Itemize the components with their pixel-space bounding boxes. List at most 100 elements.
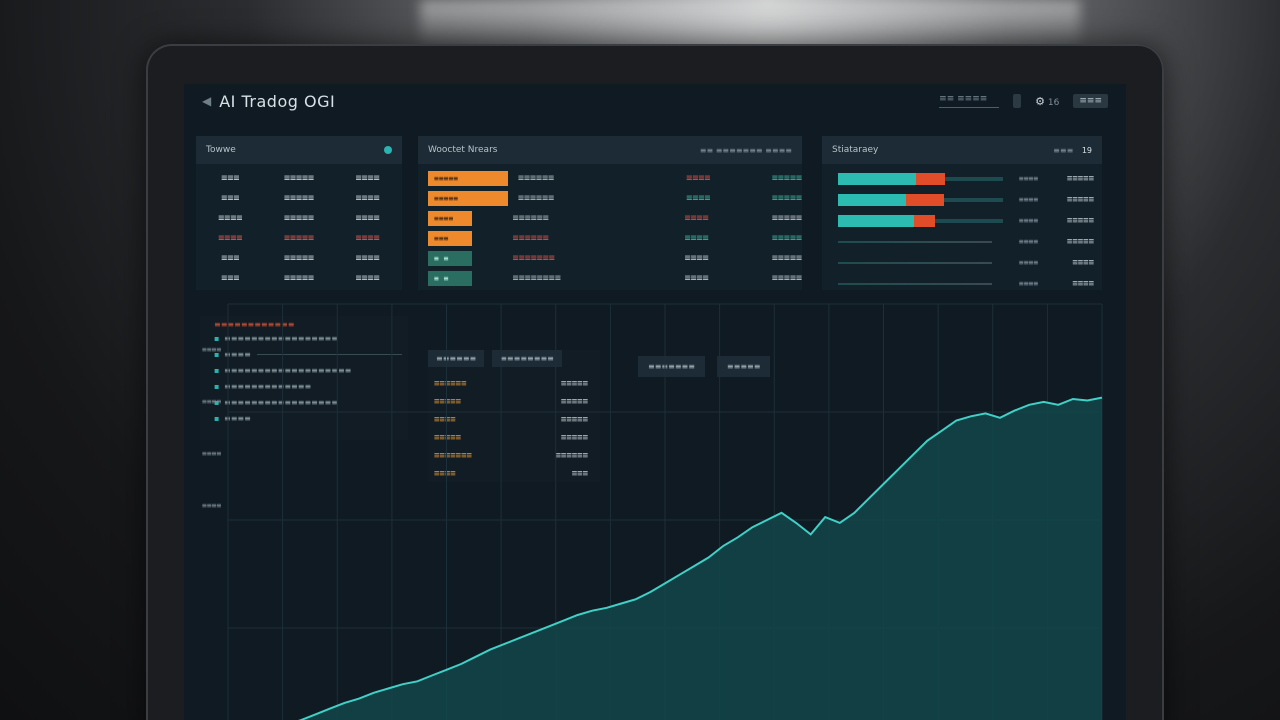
- stat-row: ≡≡≡≡≡ ≡≡≡≡≡: [428, 393, 600, 411]
- order-qty: ≡≡≡≡: [684, 252, 709, 264]
- allocation-seg-dark: [943, 197, 1003, 202]
- order-row[interactable]: ≡≡≡≡≡ ≡≡≡≡≡≡ ≡≡≡≡ ≡≡≡≡≡: [418, 188, 802, 208]
- watchlist-symbol: ≡≡≡≡: [218, 212, 243, 224]
- y-tick-label: ≡≡≡≡: [202, 397, 221, 406]
- orders-meta: ≡≡ ≡≡≡≡≡≡≡ ≡≡≡≡: [699, 145, 792, 155]
- allocation-value: ≡≡≡≡≡: [1066, 194, 1094, 205]
- allocation-row[interactable]: ≡≡≡≡ ≡≡≡≡≡: [822, 231, 1102, 252]
- order-price: ≡≡≡≡≡: [771, 172, 802, 184]
- allocation-row[interactable]: ≡≡≡≡ ≡≡≡≡≡: [822, 189, 1102, 210]
- feed-item[interactable]: ▪ ≡≡≡≡: [200, 410, 408, 426]
- feed-item[interactable]: ▪ ≡≡≡≡: [200, 346, 408, 362]
- order-qty: ≡≡≡≡: [686, 172, 711, 184]
- stats-tab-2[interactable]: ≡≡≡≡≡≡≡≡: [492, 350, 562, 367]
- chart-tab-2[interactable]: ≡≡≡≡≡: [716, 356, 771, 377]
- allocation-line: [838, 240, 992, 243]
- watchlist-change: ≡≡≡≡: [355, 272, 380, 284]
- allocation-seg-orange: [915, 172, 946, 185]
- chart-tab-1[interactable]: ≡≡≡≡≡≡≡: [638, 356, 705, 377]
- feed-item[interactable]: ▪ ≡≡≡≡≡≡≡≡≡≡≡≡≡: [200, 378, 408, 394]
- order-price: ≡≡≡≡≡: [771, 192, 802, 204]
- app-title: AI Tradog OGI: [219, 91, 336, 111]
- order-row[interactable]: ≡ ≡ ≡≡≡≡≡≡≡≡ ≡≡≡≡ ≡≡≡≡≡: [418, 268, 802, 288]
- allocation-value: ≡≡≡≡≡: [1066, 236, 1094, 247]
- feed-text: ≡≡≡≡≡≡≡≡≡≡≡≡≡≡≡≡≡: [224, 333, 338, 343]
- watchlist-row[interactable]: ≡≡≡ ≡≡≡≡≡ ≡≡≡≡: [196, 268, 402, 288]
- order-row[interactable]: ≡ ≡ ≡≡≡≡≡≡≡ ≡≡≡≡ ≡≡≡≡≡: [418, 248, 802, 268]
- y-tick-label: ≡≡≡≡: [202, 345, 221, 354]
- allocation-line: [838, 261, 992, 264]
- allocation-meta: ≡≡≡ 19: [1053, 146, 1092, 155]
- bullet-icon: ▪: [214, 365, 220, 375]
- allocation-value: ≡≡≡≡≡: [1066, 215, 1094, 226]
- account-button[interactable]: ≡≡≡: [1073, 94, 1108, 108]
- watchlist-row[interactable]: ≡≡≡≡ ≡≡≡≡≡ ≡≡≡≡: [196, 208, 402, 228]
- stats-panel: ≡≡≡≡≡≡ ≡≡≡≡≡≡≡≡ ≡≡≡≡≡≡ ≡≡≡≡≡ ≡≡≡≡≡ ≡≡≡≡≡ ≡≡≡…: [428, 350, 600, 482]
- watchlist-price: ≡≡≡≡≡: [283, 272, 315, 284]
- order-bar-wrap: ≡≡≡≡≡: [418, 170, 508, 186]
- order-qty: ≡≡≡≡: [684, 212, 709, 224]
- watchlist-row[interactable]: ≡≡≡≡ ≡≡≡≡≡ ≡≡≡≡: [196, 228, 402, 248]
- stat-row: ≡≡≡≡ ≡≡≡: [428, 465, 600, 483]
- allocation-seg-dark: [945, 176, 1003, 181]
- order-name: ≡≡≡≡≡≡: [518, 172, 555, 184]
- header-controls: ≡≡ ≡≡≡≡ ⚙ 16 ≡≡≡: [939, 94, 1108, 108]
- order-row[interactable]: ≡≡≡≡ ≡≡≡≡≡≡ ≡≡≡≡ ≡≡≡≡≡: [418, 208, 802, 228]
- stat-value: ≡≡≡≡≡: [560, 415, 588, 425]
- stats-rows: ≡≡≡≡≡≡ ≡≡≡≡≡ ≡≡≡≡≡ ≡≡≡≡≡ ≡≡≡≡ ≡≡≡≡≡ ≡≡≡≡≡ ≡≡≡≡≡…: [428, 367, 600, 483]
- allocation-bar: [838, 236, 992, 248]
- order-bar: ≡ ≡: [428, 270, 472, 286]
- orders-panel: Wooctet Nrears ≡≡ ≡≡≡≡≡≡≡ ≡≡≡≡ ≡≡≡≡≡ ≡≡≡≡…: [418, 136, 802, 290]
- allocation-bar: [838, 257, 992, 269]
- order-bar-wrap: ≡ ≡: [418, 250, 503, 266]
- watchlist-row[interactable]: ≡≡≡ ≡≡≡≡≡ ≡≡≡≡: [196, 188, 402, 208]
- watchlist-price: ≡≡≡≡≡: [283, 192, 315, 204]
- feed-item[interactable]: ▪ ≡≡≡≡≡≡≡≡≡≡≡≡≡≡≡≡≡: [200, 394, 408, 410]
- y-tick-label: ≡≡≡≡: [202, 501, 221, 510]
- watchlist-change: ≡≡≡≡: [355, 252, 380, 264]
- feed-items: ▪ ≡≡≡≡≡≡≡≡≡≡≡≡≡≡≡≡≡ ▪ ≡≡≡≡ ▪ ≡≡≡≡≡≡≡≡≡≡≡≡≡≡≡≡…: [200, 330, 408, 426]
- allocation-seg-teal: [838, 193, 906, 206]
- stat-value: ≡≡≡≡≡: [560, 397, 588, 407]
- order-bar-wrap: ≡ ≡: [418, 270, 503, 286]
- notifications[interactable]: ⚙ 16: [1035, 95, 1059, 108]
- stat-row: ≡≡≡≡≡≡ ≡≡≡≡≡: [428, 375, 600, 393]
- allocation-seg-teal: [838, 172, 916, 185]
- search-field[interactable]: ≡≡ ≡≡≡≡: [939, 94, 1000, 108]
- stats-tab-1[interactable]: ≡≡≡≡≡≡: [428, 350, 485, 367]
- performance-chart[interactable]: ≡≡≡≡≡≡≡≡≡≡≡≡≡≡≡≡≡≡≡≡≡≡≡≡≡≡≡≡≡≡≡≡≡≡≡≡≡≡≡≡…: [184, 84, 1126, 720]
- orders-rows: ≡≡≡≡≡ ≡≡≡≡≡≡ ≡≡≡≡ ≡≡≡≡≡ ≡≡≡≡≡ ≡≡≡≡≡≡ ≡≡≡≡ ≡≡≡≡≡…: [418, 164, 802, 288]
- allocation-seg-orange: [905, 193, 944, 206]
- watchlist-symbol: ≡≡≡: [221, 172, 240, 184]
- stat-label: ≡≡≡≡: [434, 415, 456, 425]
- stat-row: ≡≡≡≡≡≡≡ ≡≡≡≡≡≡: [428, 447, 600, 465]
- stat-label: ≡≡≡≡≡: [434, 397, 462, 407]
- watchlist-row[interactable]: ≡≡≡ ≡≡≡≡≡ ≡≡≡≡: [196, 248, 402, 268]
- orders-title: Wooctet Nrears: [428, 145, 498, 155]
- watchlist-price: ≡≡≡≡≡: [283, 252, 315, 264]
- feed-text: ≡≡≡≡≡≡≡≡≡≡≡≡≡: [224, 381, 312, 391]
- stat-label: ≡≡≡≡≡: [434, 433, 462, 443]
- watchlist-price: ≡≡≡≡≡: [283, 232, 315, 244]
- allocation-row[interactable]: ≡≡≡≡ ≡≡≡≡≡: [822, 210, 1102, 231]
- watchlist-row[interactable]: ≡≡≡ ≡≡≡≡≡ ≡≡≡≡: [196, 168, 402, 188]
- watchlist-symbol: ≡≡≡≡: [218, 232, 243, 244]
- stat-label: ≡≡≡≡≡≡: [434, 379, 467, 389]
- bullet-icon: ▪: [214, 349, 220, 359]
- allocation-bar: [838, 193, 1003, 206]
- allocation-meta-label: ≡≡≡: [1053, 145, 1074, 155]
- order-bar-wrap: ≡≡≡≡≡: [418, 190, 508, 206]
- allocation-row[interactable]: ≡≡≡≡ ≡≡≡≡: [822, 252, 1102, 273]
- order-row[interactable]: ≡≡≡ ≡≡≡≡≡≡ ≡≡≡≡ ≡≡≡≡≡: [418, 228, 802, 248]
- allocation-row[interactable]: ≡≡≡≡ ≡≡≡≡: [822, 273, 1102, 294]
- allocation-row[interactable]: ≡≡≡≡ ≡≡≡≡≡: [822, 168, 1102, 189]
- toggle-pill[interactable]: [1013, 94, 1022, 108]
- notification-count: 16: [1047, 97, 1060, 108]
- feed-item[interactable]: ▪ ≡≡≡≡≡≡≡≡≡≡≡≡≡≡≡≡≡: [200, 330, 408, 346]
- back-arrow-icon[interactable]: ◀: [202, 94, 212, 108]
- gear-icon[interactable]: ⚙: [1035, 94, 1046, 108]
- allocation-pct: ≡≡≡≡: [1018, 195, 1039, 204]
- feed-item[interactable]: ▪ ≡≡≡≡≡≡≡≡≡≡≡≡≡≡≡≡≡≡≡: [200, 362, 408, 378]
- bullet-icon: ▪: [214, 333, 220, 343]
- order-row[interactable]: ≡≡≡≡≡ ≡≡≡≡≡≡ ≡≡≡≡ ≡≡≡≡≡: [418, 168, 802, 188]
